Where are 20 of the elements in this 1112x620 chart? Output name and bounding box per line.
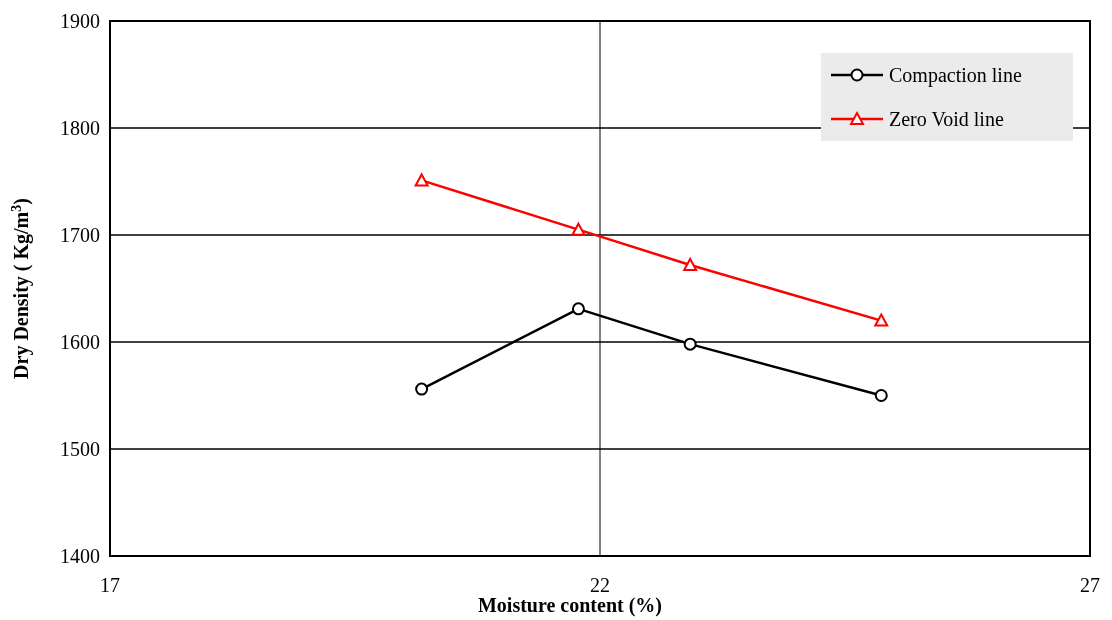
y-tick-label: 1500 [60,438,100,460]
y-tick-label: 1600 [60,331,100,353]
point [414,173,429,187]
legend-label: Compaction line [889,64,1022,87]
y-tick-label: 1400 [60,545,100,567]
point [571,222,586,236]
x-axis-title: Moisture content (%) [477,594,663,617]
x-tick-label: 17 [100,574,120,596]
point [874,313,889,327]
point [683,257,698,271]
y-tick-label: 1700 [60,224,100,246]
point [874,389,888,402]
y-tick-label: 1900 [60,10,100,32]
y-tick-label: 1800 [60,117,100,139]
x-tick-label: 27 [1080,574,1100,596]
point [683,337,697,351]
x-tick-label: 22 [590,574,610,596]
point [571,302,585,316]
legend-label: Zero Void line [889,108,1004,130]
point [415,382,429,396]
